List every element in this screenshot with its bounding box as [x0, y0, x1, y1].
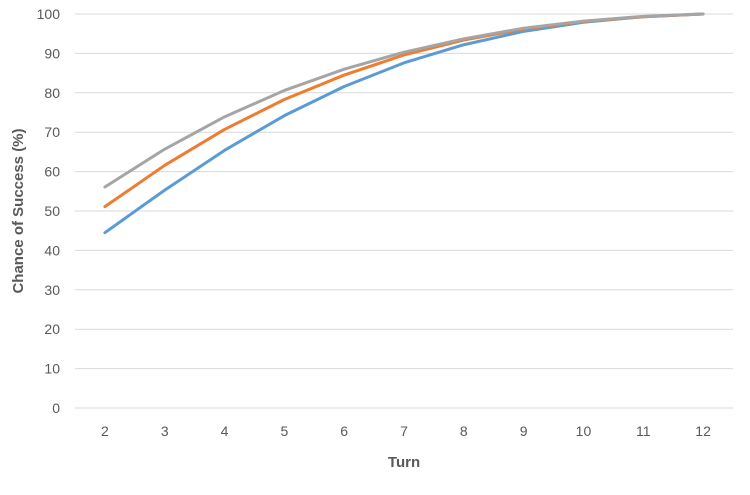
series-line-2 — [103, 12, 705, 209]
gridlines — [75, 13, 733, 409]
y-axis-tick-labels: 0 10 20 30 40 50 60 70 80 90 100 — [37, 6, 61, 416]
y-tick-label: 70 — [44, 124, 60, 140]
y-tick-label: 30 — [44, 282, 60, 298]
x-tick-label: 12 — [695, 423, 711, 439]
x-tick-label: 4 — [221, 423, 229, 439]
x-tick-label: 9 — [520, 423, 528, 439]
series-lines — [103, 12, 705, 235]
series-line-3 — [103, 12, 705, 189]
x-axis-title: Turn — [388, 454, 420, 471]
x-tick-label: 5 — [280, 423, 288, 439]
x-tick-label: 11 — [636, 423, 651, 439]
y-tick-label: 20 — [44, 321, 60, 337]
y-axis-title: Chance of Success (%) — [10, 128, 27, 293]
y-tick-label: 60 — [44, 164, 60, 180]
y-tick-label: 80 — [44, 85, 60, 101]
x-tick-label: 6 — [340, 423, 348, 439]
y-tick-label: 0 — [52, 400, 60, 416]
y-tick-label: 100 — [37, 6, 61, 22]
y-tick-label: 10 — [44, 361, 60, 377]
x-tick-label: 8 — [460, 423, 468, 439]
x-tick-label: 3 — [161, 423, 169, 439]
x-tick-label: 10 — [576, 423, 592, 439]
y-tick-label: 40 — [44, 242, 60, 258]
y-tick-label: 50 — [44, 203, 60, 219]
series-line-1 — [103, 12, 705, 235]
x-axis-tick-labels: 2 3 4 5 6 7 8 9 10 11 12 — [101, 423, 711, 439]
x-tick-label: 2 — [101, 423, 109, 439]
y-tick-label: 90 — [44, 45, 60, 61]
x-tick-label: 7 — [400, 423, 408, 439]
